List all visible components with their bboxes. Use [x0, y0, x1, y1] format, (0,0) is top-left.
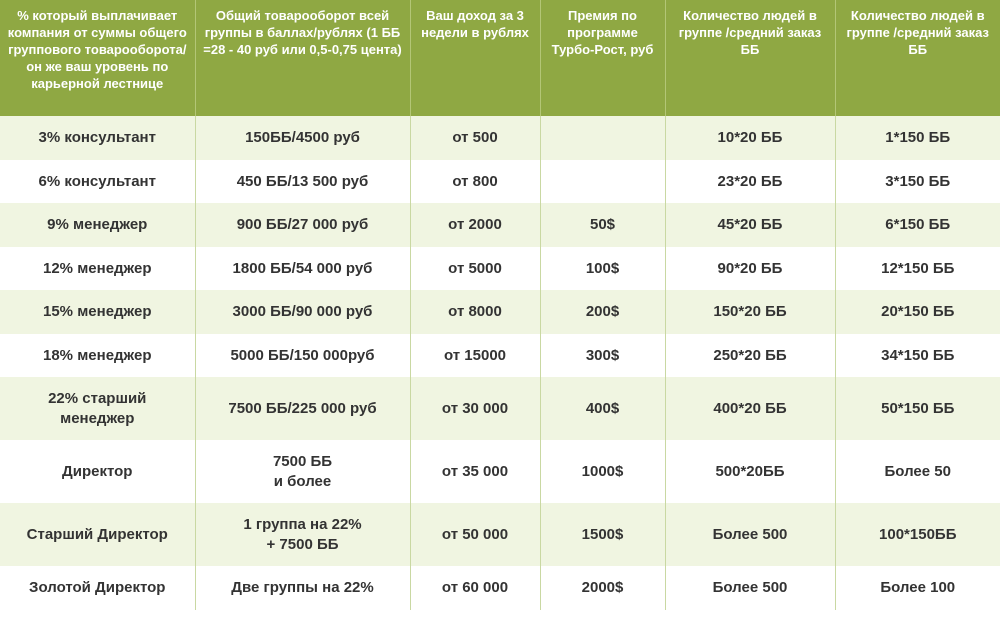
table-row: 18% менеджер5000 ББ/150 000рубот 1500030… — [0, 334, 1000, 378]
table-row: 12% менеджер1800 ББ/54 000 рубот 5000100… — [0, 247, 1000, 291]
cell-turnover: Две группы на 22% — [195, 566, 410, 610]
cell-bonus: 1000$ — [540, 440, 665, 503]
col-header-income: Ваш доход за 3 недели в рублях — [410, 0, 540, 116]
cell-income: от 50 000 — [410, 503, 540, 566]
table-row: 15% менеджер3000 ББ/90 000 рубот 8000200… — [0, 290, 1000, 334]
cell-bonus: 1500$ — [540, 503, 665, 566]
cell-income: от 5000 — [410, 247, 540, 291]
cell-group-a: Более 500 — [665, 566, 835, 610]
cell-bonus: 50$ — [540, 203, 665, 247]
col-header-group-a: Количество людей в группе /средний заказ… — [665, 0, 835, 116]
cell-group-a: 150*20 ББ — [665, 290, 835, 334]
cell-group-a: Более 500 — [665, 503, 835, 566]
cell-turnover: 450 ББ/13 500 руб — [195, 160, 410, 204]
cell-turnover: 900 ББ/27 000 руб — [195, 203, 410, 247]
cell-bonus: 300$ — [540, 334, 665, 378]
table-row: 22% старшийменеджер7500 ББ/225 000 рубот… — [0, 377, 1000, 440]
cell-bonus: 400$ — [540, 377, 665, 440]
cell-group-b: 100*150ББ — [835, 503, 1000, 566]
cell-level: Старший Директор — [0, 503, 195, 566]
cell-income: от 8000 — [410, 290, 540, 334]
cell-turnover: 3000 ББ/90 000 руб — [195, 290, 410, 334]
cell-group-a: 45*20 ББ — [665, 203, 835, 247]
cell-level: Золотой Директор — [0, 566, 195, 610]
cell-level: 15% менеджер — [0, 290, 195, 334]
cell-level: 3% консультант — [0, 116, 195, 160]
cell-group-b: 20*150 ББ — [835, 290, 1000, 334]
cell-level: 22% старшийменеджер — [0, 377, 195, 440]
cell-group-b: 3*150 ББ — [835, 160, 1000, 204]
cell-turnover: 5000 ББ/150 000руб — [195, 334, 410, 378]
cell-bonus: 200$ — [540, 290, 665, 334]
cell-turnover: 1 группа на 22%+ 7500 ББ — [195, 503, 410, 566]
cell-group-a: 23*20 ББ — [665, 160, 835, 204]
cell-bonus — [540, 160, 665, 204]
cell-income: от 60 000 — [410, 566, 540, 610]
cell-group-a: 250*20 ББ — [665, 334, 835, 378]
table-row: 3% консультант150ББ/4500 рубот 500 10*20 … — [0, 116, 1000, 160]
cell-bonus — [540, 116, 665, 160]
table-body: 3% консультант150ББ/4500 рубот 500 10*20 … — [0, 116, 1000, 610]
table-header: % который выплачивает компания от суммы … — [0, 0, 1000, 116]
cell-group-a: 90*20 ББ — [665, 247, 835, 291]
cell-group-a: 500*20ББ — [665, 440, 835, 503]
cell-level: 18% менеджер — [0, 334, 195, 378]
cell-group-b: 34*150 ББ — [835, 334, 1000, 378]
cell-income: от 35 000 — [410, 440, 540, 503]
cell-bonus: 100$ — [540, 247, 665, 291]
cell-level: Директор — [0, 440, 195, 503]
cell-group-b: 1*150 ББ — [835, 116, 1000, 160]
col-header-turnover: Общий товарооборот всей группы в баллах/… — [195, 0, 410, 116]
cell-group-b: 50*150 ББ — [835, 377, 1000, 440]
cell-income: от 500 — [410, 116, 540, 160]
cell-turnover: 1800 ББ/54 000 руб — [195, 247, 410, 291]
cell-group-b: 12*150 ББ — [835, 247, 1000, 291]
table-row: Золотой ДиректорДве группы на 22%от 60 0… — [0, 566, 1000, 610]
table-row: 6% консультант450 ББ/13 500 рубот 800 23*… — [0, 160, 1000, 204]
cell-income: от 30 000 — [410, 377, 540, 440]
cell-income: от 2000 — [410, 203, 540, 247]
cell-income: от 800 — [410, 160, 540, 204]
cell-bonus: 2000$ — [540, 566, 665, 610]
cell-group-a: 10*20 ББ — [665, 116, 835, 160]
cell-income: от 15000 — [410, 334, 540, 378]
cell-group-a: 400*20 ББ — [665, 377, 835, 440]
cell-level: 6% консультант — [0, 160, 195, 204]
cell-turnover: 150ББ/4500 руб — [195, 116, 410, 160]
col-header-group-b: Количество людей в группе /средний заказ… — [835, 0, 1000, 116]
col-header-level: % который выплачивает компания от суммы … — [0, 0, 195, 116]
cell-group-b: Более 50 — [835, 440, 1000, 503]
cell-level: 9% менеджер — [0, 203, 195, 247]
cell-turnover: 7500 ББ/225 000 руб — [195, 377, 410, 440]
commission-table: % который выплачивает компания от суммы … — [0, 0, 1000, 610]
cell-turnover: 7500 ББи более — [195, 440, 410, 503]
cell-level: 12% менеджер — [0, 247, 195, 291]
table-row: Старший Директор1 группа на 22%+ 7500 ББ… — [0, 503, 1000, 566]
col-header-bonus: Премия по программе Турбо-Рост, руб — [540, 0, 665, 116]
table-row: 9% менеджер900 ББ/27 000 рубот 200050$45… — [0, 203, 1000, 247]
cell-group-b: Более 100 — [835, 566, 1000, 610]
cell-group-b: 6*150 ББ — [835, 203, 1000, 247]
table-row: Директор7500 ББи болееот 35 0001000$500*… — [0, 440, 1000, 503]
